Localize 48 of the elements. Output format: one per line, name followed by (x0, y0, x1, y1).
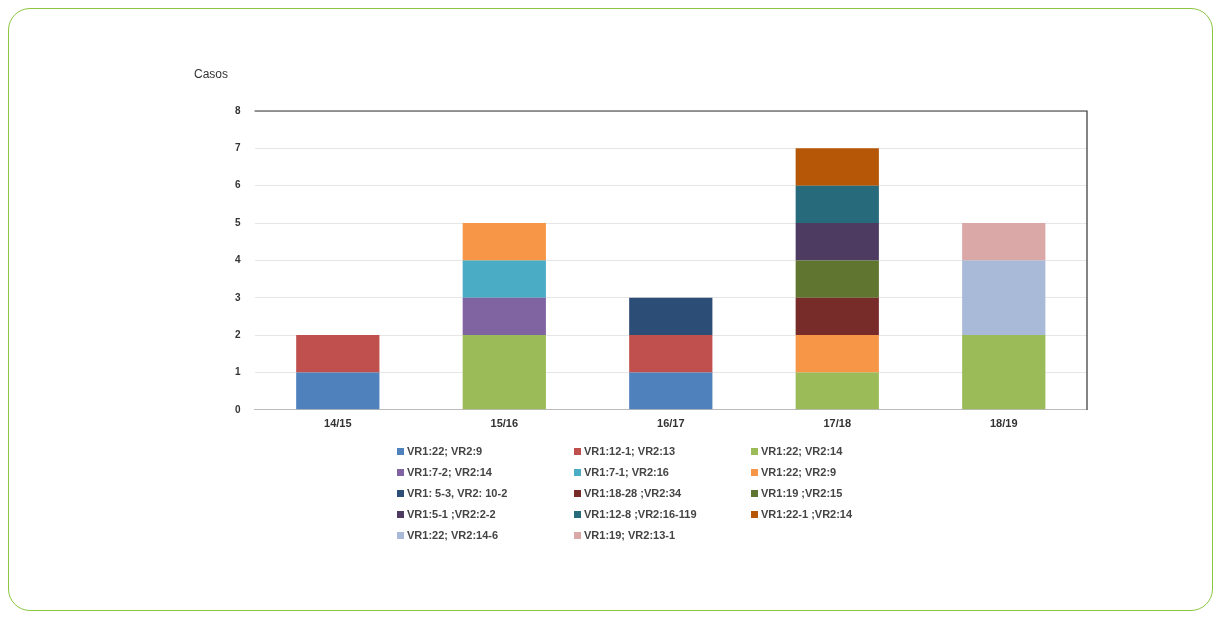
bar (462, 297, 546, 336)
y-tick-label: 8 (235, 104, 241, 116)
y-tick-label: 1 (235, 366, 241, 378)
legend-label: VR1:12-1; VR2:13 (584, 445, 676, 457)
legend-label: VR1:18-28 ;VR2:34 (584, 487, 682, 499)
bar (629, 335, 713, 373)
x-tick-label: 15/16 (490, 417, 519, 430)
x-tick-label: 17/18 (823, 417, 852, 430)
legend-label: VR1:7-2; VR2:14 (407, 466, 492, 478)
legend-label: VR1:7-1; VR2:16 (584, 466, 669, 478)
bar (795, 223, 879, 261)
y-tick-label: 3 (235, 291, 241, 303)
bar (962, 223, 1046, 261)
bar (629, 372, 713, 410)
legend-label: VR1:5-1 ;VR2:2-2 (407, 508, 496, 520)
bar (795, 148, 879, 186)
y-tick-label: 4 (235, 254, 241, 266)
y-tick-label: 0 (235, 403, 241, 415)
bar (462, 260, 546, 298)
legend-label: VR1:22; VR2:14-6 (407, 529, 499, 541)
bar (462, 223, 546, 261)
bar (795, 335, 879, 373)
x-tick-label: 18/19 (989, 417, 1018, 430)
bar (296, 335, 380, 373)
y-tick-label: 6 (235, 179, 241, 191)
bar (795, 297, 879, 336)
bar (462, 335, 546, 410)
legend-label: VR1:22; VR2:14 (761, 445, 843, 457)
y-axis-title: Casos (194, 67, 229, 81)
legend-label: VR1:19 ;VR2:15 (761, 487, 843, 499)
bar (296, 372, 380, 410)
y-tick-label: 5 (235, 216, 241, 228)
bar (795, 185, 879, 224)
bar (629, 297, 713, 336)
bar (795, 260, 879, 298)
y-tick-label: 2 (235, 328, 241, 340)
bar (962, 335, 1046, 410)
legend-label: VR1:22; VR2:9 (761, 466, 837, 478)
legend-label: VR1: 5-3, VR2: 10-2 (407, 487, 508, 499)
bar (795, 372, 879, 410)
legend-label: VR1:19; VR2:13-1 (584, 529, 676, 541)
bar (962, 260, 1046, 336)
legend-label: VR1:22-1 ;VR2:14 (761, 508, 853, 520)
legend-label: VR1:12-8 ;VR2:16-119 (584, 508, 697, 520)
y-tick-label: 7 (235, 142, 241, 154)
x-tick-label: 16/17 (657, 417, 685, 430)
legend-label: VR1:22; VR2:9 (407, 445, 483, 457)
x-tick-label: 14/15 (324, 417, 352, 430)
